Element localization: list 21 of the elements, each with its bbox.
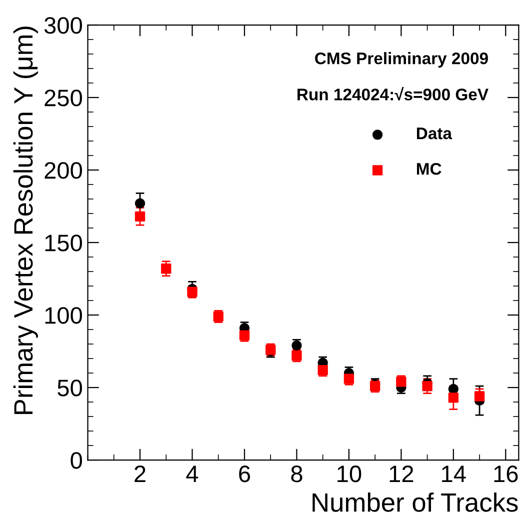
y-tick-label: 0 [70,452,82,469]
x-tick-label: 2 [134,466,146,482]
x-tick-label: 6 [239,466,250,482]
y-axis-title: Primary Vertex Resolution Y (μm) [13,26,38,414]
x-tick-label: 8 [291,466,302,482]
legend-label: MC [416,162,442,175]
y-tick-label: 100 [45,307,82,324]
x-tick-label: 10 [338,466,362,482]
y-tick-label: 50 [58,380,82,396]
y-tick-label: 300 [44,17,82,34]
x-tick-label: 12 [390,466,414,482]
annotation: Run 124024:√s=900 GeV [298,87,488,100]
y-tick-label: 150 [45,234,82,252]
x-axis-title: Number of Tracks [312,492,518,512]
annotation: CMS Preliminary 2009 [315,52,488,68]
y-tick-label: 200 [44,162,82,179]
x-tick-label: 14 [442,466,466,482]
x-tick-label: 4 [186,466,198,482]
legend-label: Data [416,128,452,140]
x-tick-label: 16 [494,466,518,482]
y-tick-label: 250 [44,90,82,106]
